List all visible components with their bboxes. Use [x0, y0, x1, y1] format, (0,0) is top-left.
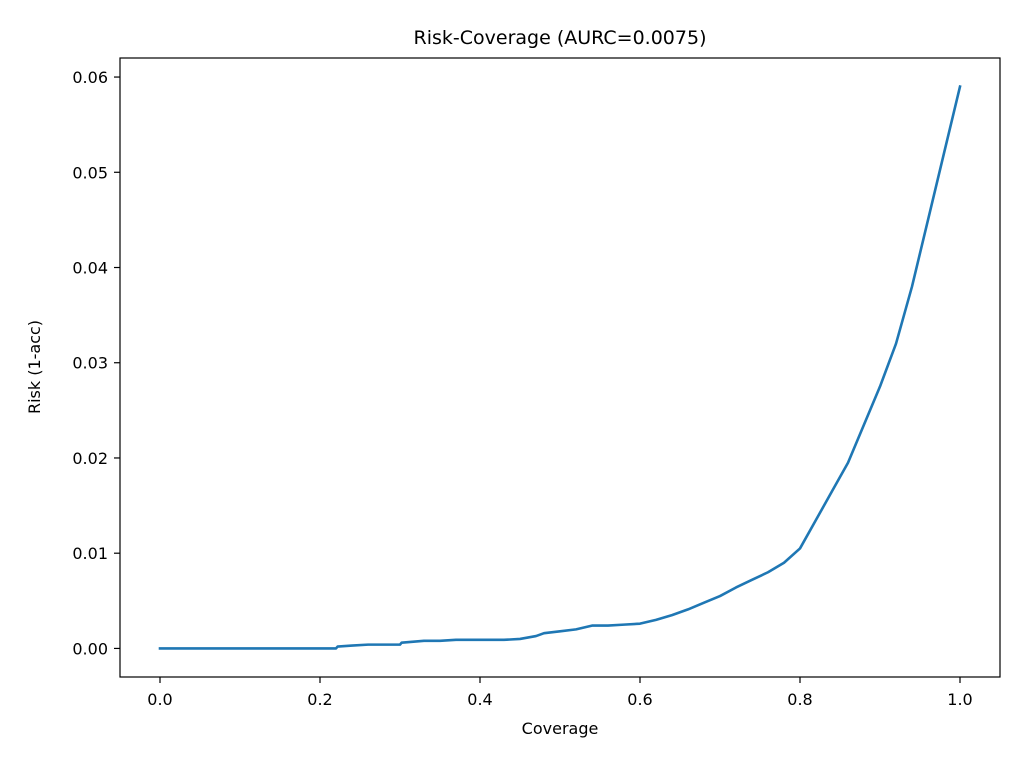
y-tick-label: 0.01: [72, 544, 108, 563]
x-tick-label: 0.8: [787, 690, 812, 709]
y-tick-label: 0.02: [72, 449, 108, 468]
plot-area: [158, 85, 962, 650]
x-tick-label: 0.6: [627, 690, 652, 709]
y-axis-label: Risk (1-acc): [25, 320, 44, 414]
x-tick-label: 0.0: [147, 690, 172, 709]
x-tick-label: 0.4: [467, 690, 492, 709]
y-tick-label: 0.03: [72, 354, 108, 373]
x-tick-label: 0.2: [307, 690, 332, 709]
x-tick-label: 1.0: [947, 690, 972, 709]
chart-title: Risk-Coverage (AURC=0.0075): [414, 27, 707, 49]
y-tick-label: 0.06: [72, 68, 108, 87]
plot-frame: [119, 57, 1001, 678]
y-tick-label: 0.05: [72, 163, 108, 182]
y-tick-label: 0.04: [72, 259, 108, 278]
y-tick-label: 0.00: [72, 639, 108, 658]
risk-coverage-line: [158, 85, 962, 650]
x-axis-label: Coverage: [522, 719, 599, 738]
y-axis: 0.00 0.01 0.02 0.03 0.04 0.05 0.06: [72, 68, 120, 658]
x-axis: 0.0 0.2 0.4 0.6 0.8 1.0: [147, 677, 973, 709]
